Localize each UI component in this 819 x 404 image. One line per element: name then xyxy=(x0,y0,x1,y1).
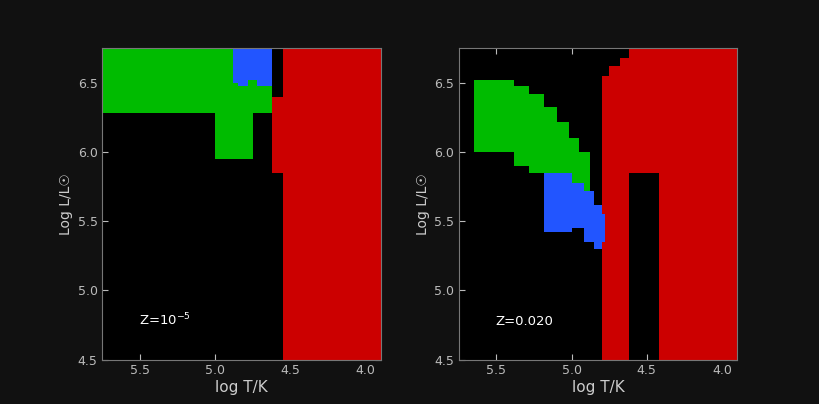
X-axis label: log T/K: log T/K xyxy=(215,380,268,395)
Bar xyxy=(584,191,594,242)
Bar xyxy=(215,114,228,159)
Bar xyxy=(309,48,320,138)
Bar xyxy=(233,48,238,83)
Bar xyxy=(680,136,689,360)
Bar xyxy=(665,48,737,360)
Bar xyxy=(568,138,579,191)
Bar xyxy=(228,48,238,114)
Text: Z=10$^{-5}$: Z=10$^{-5}$ xyxy=(138,312,191,328)
Bar xyxy=(215,48,228,118)
Bar xyxy=(102,48,273,114)
Bar xyxy=(545,107,557,177)
Bar xyxy=(283,48,381,360)
Bar xyxy=(665,48,680,173)
Bar xyxy=(238,48,248,86)
Bar xyxy=(594,205,602,249)
Bar xyxy=(710,284,737,360)
Bar xyxy=(102,48,200,111)
Bar xyxy=(328,263,343,360)
Bar xyxy=(320,138,328,360)
Bar xyxy=(248,48,257,80)
Bar xyxy=(257,48,273,86)
Bar xyxy=(689,187,699,360)
Bar xyxy=(473,80,514,152)
Bar xyxy=(602,215,604,242)
Bar xyxy=(572,183,584,228)
Bar xyxy=(579,152,590,200)
Bar xyxy=(248,48,257,104)
Bar xyxy=(343,249,358,360)
Y-axis label: Log L/L☉: Log L/L☉ xyxy=(59,173,74,235)
Bar xyxy=(629,48,665,173)
Bar xyxy=(699,277,710,360)
Bar xyxy=(228,114,238,159)
Bar xyxy=(514,86,529,166)
Bar xyxy=(257,48,273,111)
Bar xyxy=(358,339,381,360)
Bar xyxy=(200,48,215,111)
Text: Z=0.020: Z=0.020 xyxy=(495,316,553,328)
Bar xyxy=(283,48,309,173)
Bar xyxy=(545,173,572,232)
Bar xyxy=(238,48,248,114)
X-axis label: log T/K: log T/K xyxy=(572,380,624,395)
Bar xyxy=(238,114,253,159)
Bar xyxy=(609,66,620,360)
Y-axis label: Log L/L☉: Log L/L☉ xyxy=(416,173,430,235)
Bar xyxy=(273,97,283,173)
Bar xyxy=(557,122,568,183)
Bar xyxy=(529,94,545,173)
Bar xyxy=(620,58,629,360)
Bar xyxy=(658,173,665,360)
Bar xyxy=(602,76,609,360)
